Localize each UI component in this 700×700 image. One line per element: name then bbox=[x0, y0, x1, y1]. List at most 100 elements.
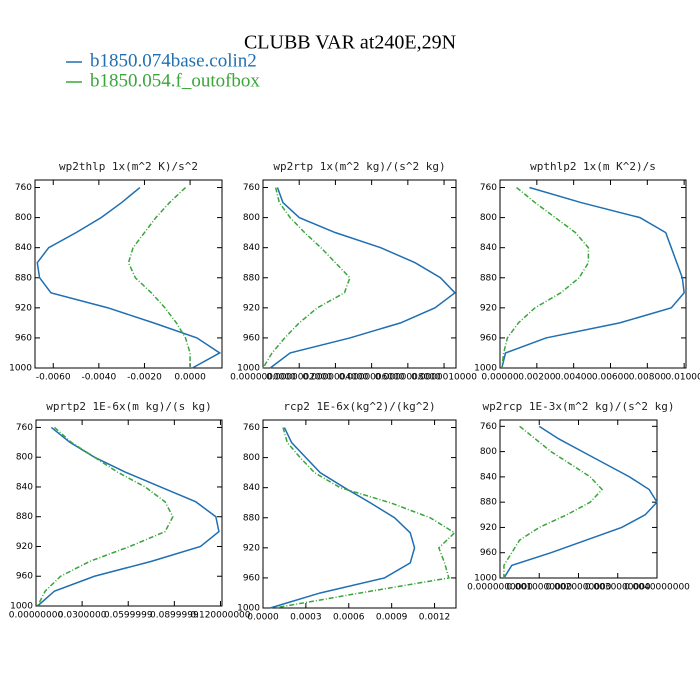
x-tick-label: 0.0000002000 bbox=[266, 373, 332, 383]
panel-title: wp2rcp 1E-3x(m^2 kg)/(s^2 kg) bbox=[482, 400, 674, 413]
y-tick-label: 840 bbox=[480, 243, 497, 253]
figure-title: CLUBB VAR at240E,29N bbox=[244, 32, 456, 54]
y-tick-label: 760 bbox=[15, 183, 32, 193]
x-tick-label: 0.0000 bbox=[247, 613, 279, 623]
y-tick-label: 920 bbox=[243, 543, 260, 553]
y-tick-label: 800 bbox=[480, 213, 497, 223]
y-tick-label: 880 bbox=[243, 273, 260, 283]
profile-line bbox=[501, 186, 590, 369]
x-tick-label: 0.00000000 bbox=[9, 611, 64, 621]
x-tick-label: 0.0000000000 bbox=[467, 583, 533, 593]
x-tick-label: 0.0000000000 bbox=[230, 373, 296, 383]
y-tick-label: 760 bbox=[16, 423, 33, 433]
x-tick-label: -0.0020 bbox=[127, 373, 162, 383]
y-tick-label: 1000 bbox=[474, 574, 497, 584]
profile-line bbox=[501, 186, 685, 369]
profile-line bbox=[36, 426, 174, 607]
x-tick-label: 0.0006 bbox=[333, 613, 365, 623]
plot-frame bbox=[262, 179, 457, 369]
y-tick-label: 800 bbox=[15, 213, 32, 223]
plot-frame bbox=[34, 179, 223, 369]
x-tick-label: 0.00200 bbox=[518, 373, 555, 383]
x-tick-label: 0.0012 bbox=[419, 613, 451, 623]
y-tick-label: 840 bbox=[243, 483, 260, 493]
y-tick-label: 960 bbox=[243, 573, 260, 583]
y-tick-label: 920 bbox=[480, 523, 497, 533]
y-tick-label: 960 bbox=[16, 572, 33, 582]
y-tick-label: 880 bbox=[15, 273, 32, 283]
y-tick-label: 1000 bbox=[237, 604, 260, 614]
x-tick-label: 0.01000 bbox=[666, 373, 700, 383]
y-tick-label: 880 bbox=[16, 512, 33, 522]
panel-title: wprtp2 1E-6x(m kg)/(s kg) bbox=[46, 400, 212, 413]
panel-title: wpthlp2 1x(m K^2)/s bbox=[530, 160, 656, 173]
plot-frame bbox=[499, 179, 687, 369]
profile-line bbox=[127, 186, 191, 368]
y-tick-label: 800 bbox=[480, 447, 497, 457]
y-tick-label: 960 bbox=[480, 333, 497, 343]
y-tick-label: 840 bbox=[16, 482, 33, 492]
x-tick-label: 0.0599999 bbox=[104, 611, 153, 621]
legend-label: b1850.054.f_outofbox bbox=[90, 70, 260, 91]
x-tick-label: 0.120000000 bbox=[190, 611, 250, 621]
y-tick-label: 840 bbox=[243, 243, 260, 253]
panel-title: rcp2 1E-6x(kg^2)/(kg^2) bbox=[283, 400, 435, 413]
profile-line bbox=[503, 425, 658, 579]
y-tick-label: 960 bbox=[15, 333, 32, 343]
y-tick-label: 840 bbox=[480, 472, 497, 482]
y-tick-label: 800 bbox=[16, 453, 33, 463]
y-tick-label: 760 bbox=[243, 423, 260, 433]
x-tick-label: -0.0040 bbox=[81, 373, 116, 383]
profile-line bbox=[37, 426, 220, 607]
profile-line bbox=[262, 187, 351, 369]
legend-label: b1850.074base.colin2 bbox=[90, 50, 257, 71]
x-tick-label: 0.00600 bbox=[592, 373, 629, 383]
profile-line bbox=[269, 187, 457, 369]
x-tick-label: 0.0300000 bbox=[58, 611, 107, 621]
x-tick-label: 0.0009 bbox=[376, 613, 408, 623]
y-tick-label: 800 bbox=[243, 453, 260, 463]
plot-frame bbox=[35, 419, 223, 607]
y-tick-label: 1000 bbox=[237, 364, 260, 374]
y-tick-label: 880 bbox=[480, 498, 497, 508]
profile-line bbox=[274, 427, 456, 609]
y-tick-label: 920 bbox=[16, 542, 33, 552]
y-tick-label: 960 bbox=[243, 333, 260, 343]
x-tick-label: 0.0000004000 bbox=[302, 373, 368, 383]
x-tick-label: 0.0000008000 bbox=[375, 373, 441, 383]
plot-frame bbox=[262, 419, 457, 609]
x-tick-label: 0.00800 bbox=[629, 373, 666, 383]
y-tick-label: 760 bbox=[480, 183, 497, 193]
x-tick-label: -0.0060 bbox=[36, 373, 71, 383]
x-tick-label: 0.00400 bbox=[555, 373, 592, 383]
y-tick-label: 1000 bbox=[9, 364, 32, 374]
x-tick-label: 0.0000 bbox=[174, 373, 206, 383]
y-tick-label: 1000 bbox=[10, 602, 33, 612]
profile-line bbox=[269, 427, 416, 609]
y-tick-label: 920 bbox=[243, 303, 260, 313]
y-tick-label: 760 bbox=[243, 183, 260, 193]
profile-line bbox=[36, 186, 222, 369]
y-tick-label: 800 bbox=[243, 213, 260, 223]
x-tick-label: 0.0010000000 bbox=[506, 583, 572, 593]
x-tick-label: 0.0000006000 bbox=[339, 373, 405, 383]
profile-line bbox=[503, 425, 604, 578]
y-tick-label: 880 bbox=[243, 513, 260, 523]
panel-title: wp2thlp 1x(m^2 K)/s^2 bbox=[59, 160, 198, 173]
y-tick-label: 1000 bbox=[474, 364, 497, 374]
x-tick-label: 0.0030000000 bbox=[585, 583, 651, 593]
y-tick-label: 920 bbox=[480, 303, 497, 313]
y-tick-label: 760 bbox=[480, 422, 497, 432]
x-tick-label: 0.00000 bbox=[481, 373, 518, 383]
y-tick-label: 880 bbox=[480, 273, 497, 283]
y-tick-label: 840 bbox=[15, 243, 32, 253]
y-tick-label: 920 bbox=[15, 303, 32, 313]
x-tick-label: 0.0000010000 bbox=[411, 373, 477, 383]
x-tick-label: 0.0003 bbox=[290, 613, 322, 623]
x-tick-label: 0.0899999 bbox=[150, 611, 199, 621]
x-tick-label: 0.0040000000 bbox=[624, 583, 690, 593]
x-tick-label: 0.0020000000 bbox=[546, 583, 612, 593]
panel-title: wp2rtp 1x(m^2 kg)/(s^2 kg) bbox=[273, 160, 445, 173]
